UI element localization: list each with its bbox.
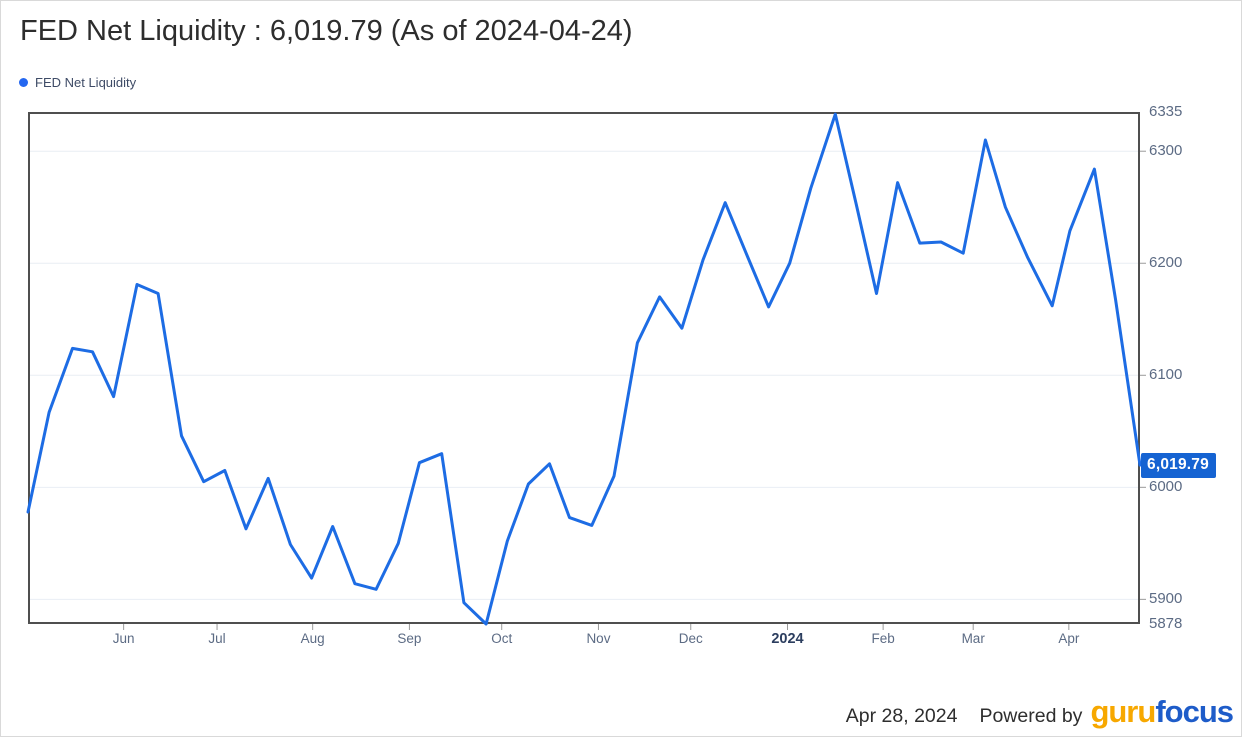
series-line[interactable] <box>26 112 1142 626</box>
x-axis-label: Aug <box>300 631 325 646</box>
x-axis-label: Nov <box>586 631 611 646</box>
x-axis-label: Feb <box>871 631 895 646</box>
legend-item[interactable]: FED Net Liquidity <box>19 75 136 90</box>
y-axis-label: 6000 <box>1149 478 1183 496</box>
powered-by-label: Powered by <box>979 705 1083 727</box>
legend-label: FED Net Liquidity <box>35 75 137 90</box>
plot-border <box>28 112 1140 624</box>
x-axis-label: Dec <box>678 631 703 646</box>
x-axis-label: Mar <box>961 631 985 646</box>
logo-guru-text: guru <box>1090 694 1156 729</box>
x-axis-label: Oct <box>491 631 513 646</box>
y-axis-label: 6335 <box>1149 103 1183 120</box>
y-axis-label: 6200 <box>1149 254 1183 272</box>
y-axis-label: 6300 <box>1149 142 1183 160</box>
y-axis-label: 5900 <box>1149 590 1183 608</box>
page-title: FED Net Liquidity : 6,019.79 (As of 2024… <box>20 15 633 47</box>
x-axis-label: Apr <box>1058 631 1080 646</box>
footer: Apr 28, 2024 Powered by gurufocus <box>845 694 1234 730</box>
x-axis-label: Jun <box>112 631 135 646</box>
last-value-badge: 6,019.79 <box>1141 453 1216 479</box>
gurufocus-logo[interactable]: gurufocus <box>1090 694 1234 730</box>
y-axis-label: 6100 <box>1149 366 1183 384</box>
line-chart[interactable] <box>26 112 1146 630</box>
y-axis-label: 5878 <box>1149 615 1183 632</box>
legend-marker-icon <box>19 78 28 87</box>
x-axis-label: Jul <box>208 631 226 646</box>
footer-date: Apr 28, 2024 <box>845 705 958 727</box>
x-axis-label: 2024 <box>771 631 804 647</box>
logo-focus-text: focus <box>1155 694 1234 729</box>
x-axis-label: Sep <box>397 631 422 646</box>
